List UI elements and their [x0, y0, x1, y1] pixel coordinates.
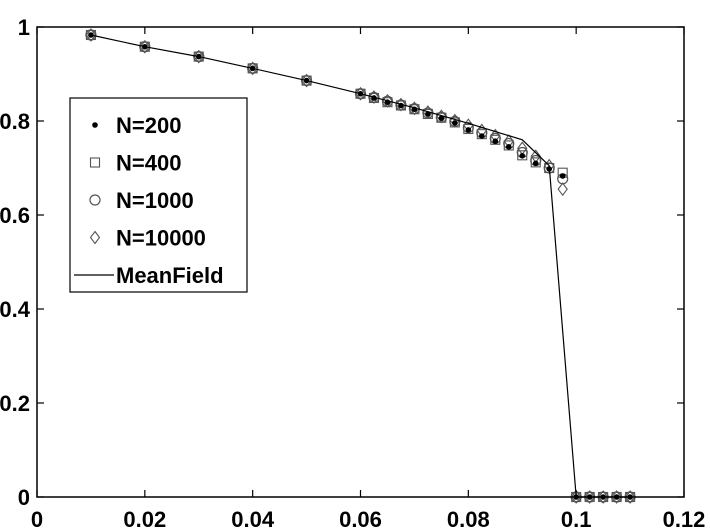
data-point-n-200 — [452, 120, 458, 126]
data-point-n-10000 — [355, 86, 366, 101]
data-point-n-400 — [247, 63, 258, 74]
data-point-n-400 — [449, 117, 460, 128]
legend-entry-n-10000: N=10000 — [89, 226, 206, 251]
legend: N=200 N=400 N=1000 N=10000 MeanField — [69, 97, 248, 293]
data-point-n-200 — [505, 144, 512, 150]
data-point-n-200 — [479, 133, 485, 139]
data-point-n-200 — [492, 138, 499, 145]
data-point-n-400 — [301, 75, 312, 86]
data-point-n-400 — [422, 108, 433, 119]
x-tick-label: 0.08 — [447, 507, 490, 529]
legend-label-n-1000: N=1000 — [116, 188, 194, 213]
data-point-n-400 — [463, 123, 474, 135]
series-line-meanfield — [90, 34, 631, 498]
data-point-n-400 — [530, 157, 541, 168]
data-point-n-400 — [436, 112, 447, 123]
legend-label-meanfield: MeanField — [116, 263, 224, 288]
data-point-n-10000 — [584, 490, 595, 504]
x-tick-label: 0.06 — [339, 507, 382, 529]
x-tick-label: 0.02 — [123, 507, 166, 529]
legend-marker-n-10000 — [89, 230, 101, 245]
data-point-n-10000 — [624, 490, 636, 504]
legend-entry-n-400: N=400 — [89, 151, 181, 176]
data-point-n-400 — [490, 134, 501, 145]
data-point-n-400 — [139, 41, 150, 52]
legend-entry-n-1000: N=1000 — [89, 188, 194, 213]
data-point-n-10000 — [139, 39, 151, 54]
data-point-n-10000 — [597, 490, 609, 504]
legend-marker-n-400 — [89, 157, 101, 168]
y-tick-label: 0.2 — [0, 391, 30, 416]
data-point-n-10000 — [193, 49, 204, 64]
data-point-n-10000 — [611, 490, 622, 504]
data-point-n-200 — [465, 127, 472, 133]
plot-area — [85, 28, 636, 504]
x-tick-label: 0.04 — [231, 507, 275, 529]
y-tick-label: 0.4 — [0, 297, 31, 322]
x-tick-label: 0.1 — [561, 507, 592, 529]
data-point-n-400 — [503, 140, 514, 151]
y-tick-label: 0 — [18, 485, 30, 510]
y-tick-label: 0.6 — [0, 203, 30, 228]
data-point-n-10000 — [85, 28, 97, 42]
series-n-200 — [88, 32, 633, 500]
data-point-n-400 — [85, 29, 96, 41]
y-tick-label: 1 — [18, 15, 30, 40]
data-point-n-200 — [559, 173, 566, 179]
data-point-n-10000 — [247, 61, 258, 76]
x-tick-label: 0.12 — [663, 507, 706, 529]
legend-label-n-400: N=400 — [116, 151, 181, 176]
legend-marker-n-200 — [92, 122, 98, 128]
data-point-n-10000 — [301, 73, 312, 88]
data-point-n-200 — [438, 115, 445, 121]
data-point-n-400 — [193, 51, 204, 62]
legend-label-n-200: N=200 — [116, 113, 181, 138]
legend-entry-meanfield: MeanField — [74, 263, 224, 288]
legend-box — [69, 97, 248, 293]
legend-marker-n-1000 — [89, 194, 101, 206]
data-point-n-400 — [517, 150, 528, 161]
y-tick-label: 0.8 — [0, 109, 30, 134]
x-tick-label: 0 — [31, 507, 43, 529]
data-point-n-200 — [532, 160, 539, 167]
data-point-n-10000 — [570, 490, 582, 504]
data-point-n-10000 — [557, 182, 568, 197]
axes: 0 0.02 0.04 0.06 0.08 0.1 0.12 0 0.2 0.4 0.6 0.8 1 — [0, 15, 705, 529]
data-point-n-200 — [519, 152, 526, 159]
legend-entry-n-200: N=200 — [92, 113, 181, 138]
legend-label-n-10000: N=10000 — [116, 226, 206, 251]
data-point-n-400 — [355, 88, 366, 99]
